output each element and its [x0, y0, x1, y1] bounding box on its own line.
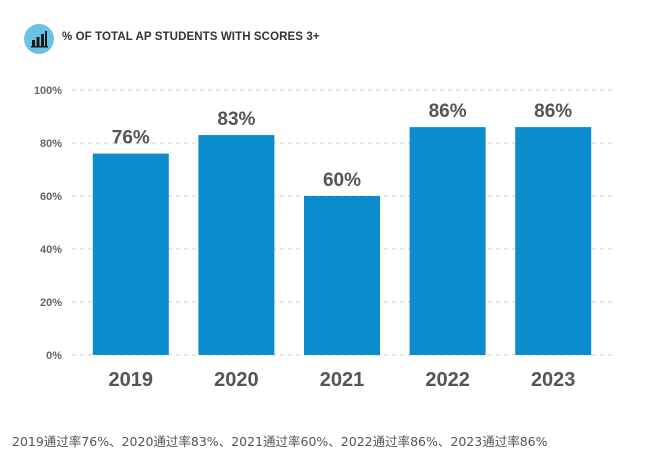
y-tick-label: 60%: [40, 191, 62, 203]
x-tick-label: 2023: [531, 369, 576, 391]
y-tick-label: 0%: [46, 350, 62, 362]
x-tick-label: 2019: [109, 369, 154, 391]
data-label: 86%: [429, 101, 467, 122]
bar: [409, 127, 486, 355]
x-tick-label: 2021: [320, 369, 365, 391]
data-label: 76%: [112, 128, 150, 149]
y-tick-label: 40%: [40, 244, 62, 256]
bar-chart-icon: [24, 24, 54, 54]
bar: [515, 127, 592, 355]
x-tick-label: 2022: [425, 369, 470, 391]
y-tick-label: 80%: [40, 138, 62, 150]
x-tick-label: 2020: [214, 369, 259, 391]
bar: [92, 153, 169, 355]
bar: [198, 135, 275, 355]
y-tick-label: 20%: [40, 297, 62, 309]
caption: 2019通过率76%、2020通过率83%、2021通过率60%、2022通过率…: [12, 434, 548, 449]
y-tick-label: 100%: [34, 85, 62, 97]
data-label: 86%: [534, 101, 572, 122]
chart-title: % OF TOTAL AP STUDENTS WITH SCORES 3+: [62, 31, 320, 43]
data-label: 83%: [217, 109, 255, 130]
data-label: 60%: [323, 170, 361, 191]
bar: [304, 196, 380, 355]
